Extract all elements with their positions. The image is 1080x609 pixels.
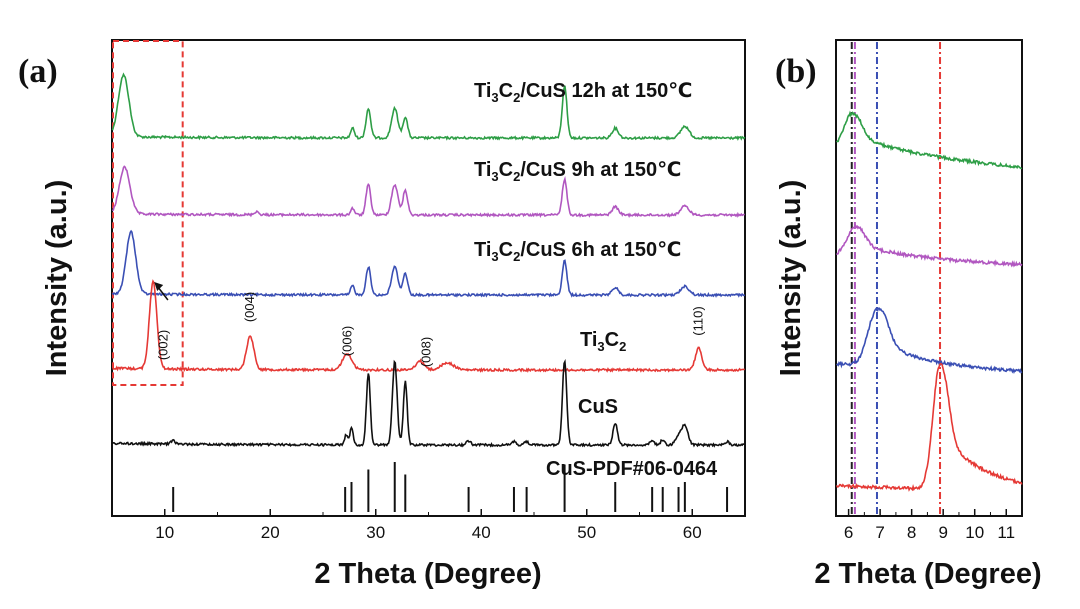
series-line [112, 279, 745, 373]
panel-b-xlabel: 2 Theta (Degree) [814, 558, 1041, 590]
x-tick-label: 6 [844, 523, 853, 542]
x-tick-label: 20 [261, 523, 280, 542]
panel-b-series [835, 110, 1023, 492]
peak-label: (008) [418, 337, 433, 367]
x-tick-label: 50 [577, 523, 596, 542]
panel-a-ylabel: Intensity (a.u.) [41, 180, 73, 377]
series-line [836, 224, 1023, 268]
peak-label: (002) [156, 330, 171, 360]
x-tick-label: 10 [965, 523, 984, 542]
panel-b-frame [835, 39, 1023, 517]
x-tick-label: 60 [683, 523, 702, 542]
peak-arrow-head [154, 282, 164, 291]
series-line [836, 307, 1023, 374]
series-line [835, 362, 1023, 492]
x-tick-label: 7 [875, 523, 884, 542]
x-tick-label: 40 [472, 523, 491, 542]
panel-label-a: (a) [18, 53, 58, 90]
series-label: Ti3C2/CuS 12h at 150℃ [474, 80, 692, 105]
x-tick-label: 9 [938, 523, 947, 542]
panel-b-plot: 6 7 8 9 10 11 [835, 39, 1023, 542]
panel-a-plot: 10 20 30 40 50 60 Ti3C2/CuS 12h at 150℃Ti3C2/… [111, 39, 746, 542]
peak-labels: (002) (004) (006) (008) (110) [156, 292, 706, 367]
panel-b-ylabel: Intensity (a.u.) [775, 180, 807, 377]
series-line [111, 165, 745, 219]
x-tick-label: 11 [997, 523, 1015, 542]
panel-a-series-labels: Ti3C2/CuS 12h at 150℃ Ti3C2/CuS 9h at 150… [474, 80, 692, 418]
peak-label: (004) [242, 292, 257, 322]
series-line [111, 72, 746, 141]
peak-label: (006) [339, 326, 354, 356]
x-tick-label: 30 [366, 523, 385, 542]
panel-a-xlabel: 2 Theta (Degree) [314, 558, 541, 590]
x-tick-label: 10 [155, 523, 174, 542]
series-label: Ti3C2/CuS 6h at 150℃ [474, 239, 681, 264]
panel-a-series [111, 72, 746, 448]
reference-sticks [172, 462, 729, 512]
highlight-box [112, 40, 184, 386]
reference-label: CuS-PDF#06-0464 [546, 458, 718, 480]
series-label: Ti3C2/CuS 9h at 150℃ [474, 159, 681, 184]
series-label: Ti3C2 [580, 329, 626, 354]
panel-a-x-ticks: 10 20 30 40 50 60 [111, 509, 746, 542]
series-line [835, 110, 1023, 170]
peak-label: (110) [691, 306, 706, 335]
series-line [111, 229, 746, 298]
series-label: CuS [578, 396, 618, 418]
panel-b-reference-lines [850, 42, 942, 514]
series-line [112, 358, 745, 448]
x-tick-label: 8 [907, 523, 916, 542]
panel-b-x-ticks: 6 7 8 9 10 11 [844, 509, 1015, 542]
panel-label-b: (b) [775, 53, 817, 90]
